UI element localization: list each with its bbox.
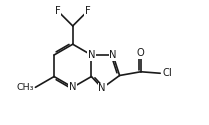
Text: N: N [109,50,117,60]
Text: CH₃: CH₃ [16,83,34,92]
Text: N: N [88,50,95,60]
Text: Cl: Cl [162,68,172,78]
Text: F: F [85,6,91,16]
Text: N: N [69,82,76,92]
Text: O: O [137,48,145,58]
Text: F: F [55,6,60,16]
Text: N: N [98,83,106,93]
